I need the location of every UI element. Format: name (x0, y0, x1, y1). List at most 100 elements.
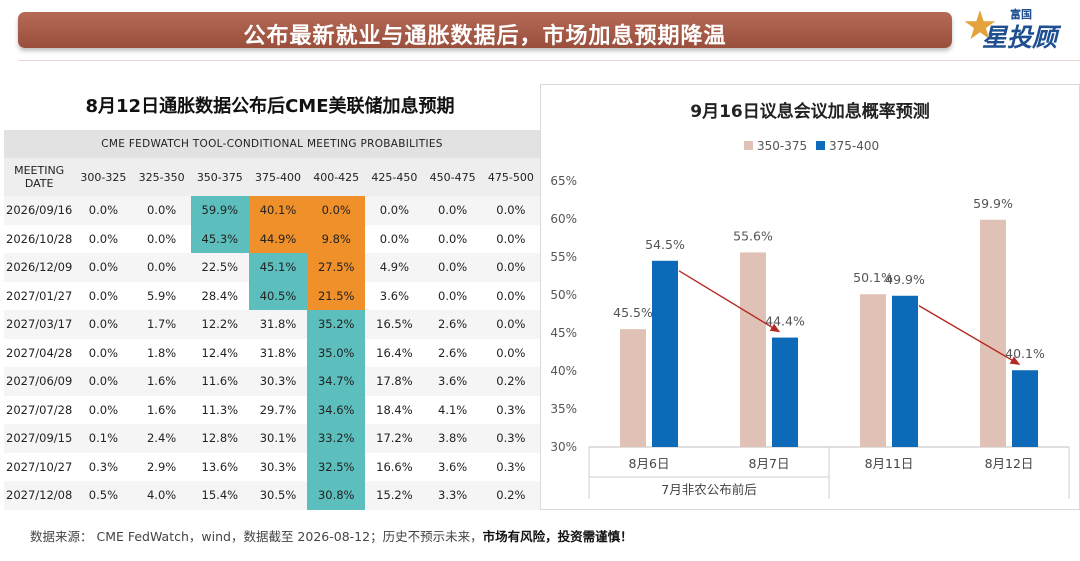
table-title: 8月12日通胀数据公布后CME美联储加息预期 (85, 96, 455, 117)
probability-cell: 40.1% (248, 196, 308, 225)
x-category-label: 8月11日 (865, 456, 914, 471)
probability-cell: 1.6% (132, 367, 191, 396)
meeting-date: 2026/12/09 (4, 253, 75, 282)
x-category-label: 8月7日 (749, 456, 790, 471)
probability-cell: 4.1% (423, 395, 482, 424)
probability-cell: 0.3% (481, 452, 540, 481)
meeting-date: 2027/07/28 (4, 395, 75, 424)
y-tick-label: 30% (550, 440, 577, 454)
banner-title: 公布最新就业与通胀数据后，市场加息预期降温 (243, 24, 727, 49)
legend-label: 350-375 (757, 139, 807, 153)
table-row: 2027/01/27 0.0% 5.9% 28.4% 40.5% 21.5% 3.6% 0.0… (4, 281, 540, 310)
probability-cell: 2.4% (132, 424, 191, 453)
probability-cell: 15.4% (190, 481, 249, 510)
bar-value-label: 50.1% (853, 270, 893, 285)
probability-cell: 11.6% (190, 367, 249, 396)
probability-cell: 29.7% (248, 395, 308, 424)
probability-cell: 0.0% (481, 196, 540, 225)
column-header: 325-350 (132, 158, 191, 196)
probability-cell: 30.1% (248, 424, 308, 453)
bar-375-400 (652, 260, 678, 447)
probability-cell: 34.6% (307, 395, 366, 424)
title-banner: 公布最新就业与通胀数据后，市场加息预期降温 (18, 12, 952, 49)
column-header: 300-325 (74, 158, 133, 196)
probability-cell: 1.6% (132, 395, 191, 424)
logo-big-text: 星投顾 (982, 23, 1058, 52)
bar-value-label: 49.9% (885, 272, 925, 287)
probability-cell: 17.8% (365, 367, 424, 396)
probability-cell: 0.0% (365, 224, 424, 253)
x-category-label: 8月12日 (985, 456, 1034, 471)
bar-375-400 (1012, 370, 1038, 447)
probability-cell: 44.9% (248, 224, 308, 253)
probability-cell: 3.6% (423, 452, 482, 481)
bar-chart: 9月16日议息会议加息概率预测 350-375 375-400 30% 35% 40% 45… (550, 101, 1070, 499)
probability-cell: 11.3% (190, 395, 249, 424)
table-row: 2027/07/28 0.0% 1.6% 11.3% 29.7% 34.6% 18.4% 4.… (4, 395, 540, 424)
table-row: 2027/09/15 0.1% 2.4% 12.8% 30.1% 33.2% 17.2% 3.… (4, 424, 540, 453)
probability-cell: 4.9% (365, 253, 424, 282)
probability-cell: 0.0% (74, 253, 133, 282)
probability-cell: 0.0% (74, 224, 133, 253)
probability-cell: 0.0% (74, 281, 133, 310)
probability-cell: 0.0% (423, 281, 482, 310)
probability-cell: 0.5% (74, 481, 133, 510)
probability-cell: 5.9% (132, 281, 191, 310)
meeting-date: 2027/03/17 (4, 310, 75, 339)
probability-cell: 0.0% (74, 367, 133, 396)
bar-375-400 (772, 337, 798, 447)
table-row: 2026/10/28 0.0% 0.0% 45.3% 44.9% 9.8% 0.0% 0.0%… (4, 224, 540, 253)
meeting-date: 2027/04/28 (4, 338, 75, 367)
y-tick-label: 35% (550, 402, 577, 416)
probability-cell: 1.7% (132, 310, 191, 339)
footer-warning: 市场有风险，投资需谨慎！ (482, 529, 633, 544)
column-header: 450-475 (423, 158, 482, 196)
column-header: 425-450 (365, 158, 424, 196)
legend-label: 375-400 (829, 139, 879, 153)
bar-350-375 (860, 294, 886, 447)
probability-cell: 30.5% (248, 481, 308, 510)
probability-cell: 0.0% (74, 395, 133, 424)
probability-cell: 15.2% (365, 481, 424, 510)
table-row: 2027/06/09 0.0% 1.6% 11.6% 30.3% 34.7% 17.8% 3.… (4, 367, 540, 396)
y-tick-label: 50% (550, 288, 577, 302)
trend-arrow (918, 305, 1021, 365)
probability-cell: 12.4% (190, 338, 249, 367)
probability-cell: 30.8% (307, 481, 366, 510)
probability-cell: 40.5% (248, 281, 308, 310)
bar-value-label: 59.9% (973, 196, 1013, 211)
y-tick-label: 65% (550, 174, 577, 188)
probability-cell: 0.0% (481, 224, 540, 253)
probability-cell: 9.8% (307, 224, 366, 253)
y-tick-label: 55% (550, 250, 577, 264)
probability-cell: 35.2% (307, 310, 366, 339)
bar-350-375 (620, 329, 646, 447)
logo-small-text: 富国 (1010, 8, 1032, 21)
footer-note: 数据来源： CME FedWatch，wind，数据截至 2026-08-12；… (30, 526, 633, 545)
column-header: 400-425 (307, 158, 366, 196)
probability-cell: 32.5% (307, 452, 366, 481)
probability-cell: 3.6% (423, 367, 482, 396)
meeting-date: 2027/09/15 (4, 424, 75, 453)
probability-cell: 12.8% (190, 424, 249, 453)
probability-cell: 59.9% (190, 196, 249, 225)
probability-cell: 13.6% (190, 452, 249, 481)
star-icon: ★ (962, 3, 998, 49)
trend-arrow (678, 270, 781, 333)
divider (18, 60, 1080, 61)
probability-cell: 0.0% (423, 224, 482, 253)
probability-cell: 0.0% (132, 196, 191, 225)
probability-cell: 0.3% (481, 395, 540, 424)
meeting-date: 2027/01/27 (4, 281, 75, 310)
y-tick-label: 40% (550, 364, 577, 378)
probability-cell: 16.6% (365, 452, 424, 481)
table-row: 2027/10/27 0.3% 2.9% 13.6% 30.3% 32.5% 16.6% 3.… (4, 452, 540, 481)
brand-logo: ★ 富国 星投顾 (962, 4, 1074, 52)
probability-cell: 28.4% (190, 281, 249, 310)
probability-cell: 17.2% (365, 424, 424, 453)
probability-cell: 3.8% (423, 424, 482, 453)
probability-cell: 3.3% (423, 481, 482, 510)
table-row: 2026/12/09 0.0% 0.0% 22.5% 45.1% 27.5% 4.9% 0.0… (4, 253, 540, 282)
bar-350-375 (980, 219, 1006, 447)
probability-cell: 0.3% (481, 424, 540, 453)
